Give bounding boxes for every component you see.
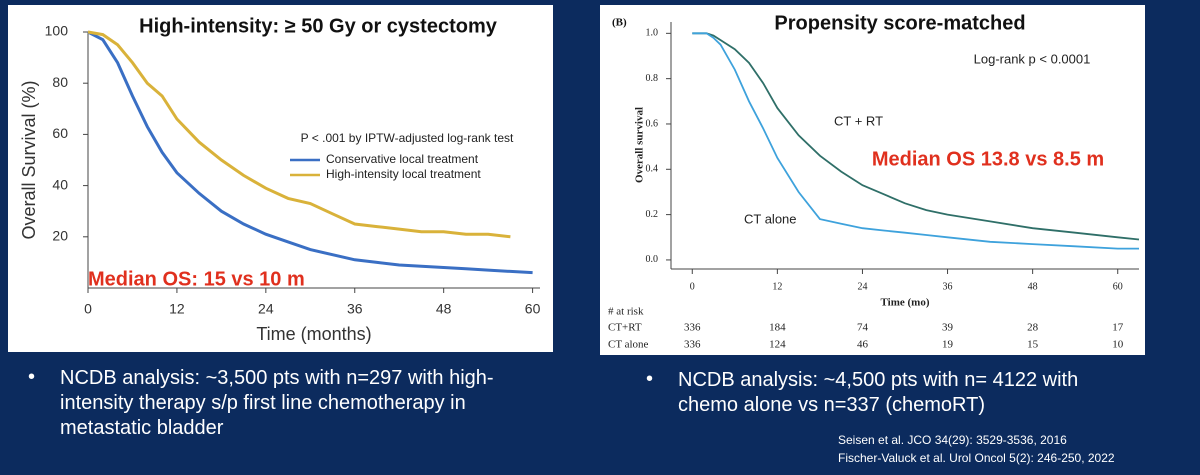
risk-table-title: # at risk bbox=[608, 306, 644, 318]
median-label: Median OS: 15 vs 10 m bbox=[88, 268, 305, 290]
chart: (B) Propensity score-matched Log-rank p … bbox=[600, 5, 1145, 355]
bullet-marker: • bbox=[28, 366, 36, 388]
x-tick-label: 36 bbox=[347, 301, 363, 317]
x-axis-label: Time (months) bbox=[256, 324, 371, 344]
y-tick-label: 0.6 bbox=[646, 118, 659, 129]
risk-count: 10 bbox=[1112, 339, 1124, 351]
y-tick-label: 40 bbox=[52, 176, 68, 192]
risk-count: 74 bbox=[857, 322, 869, 334]
x-tick-label: 24 bbox=[857, 281, 867, 292]
survival-curve bbox=[692, 32, 1140, 241]
survival-curve bbox=[87, 30, 511, 239]
median-label: Median OS 13.8 vs 8.5 m bbox=[872, 148, 1104, 170]
x-tick-label: 0 bbox=[84, 301, 92, 317]
y-axis-label: Overall survival bbox=[634, 107, 646, 183]
y-tick-label: 60 bbox=[52, 125, 68, 141]
panel-label: (B) bbox=[612, 17, 627, 29]
x-tick-label: 48 bbox=[436, 301, 452, 317]
y-tick-label: 1.0 bbox=[646, 28, 659, 39]
risk-count: 124 bbox=[769, 339, 786, 351]
risk-count: 46 bbox=[857, 339, 869, 351]
y-tick-label: 0.4 bbox=[646, 164, 659, 175]
chart: High-intensity: ≥ 50 Gy or cystectomy P … bbox=[8, 5, 553, 352]
y-tick-label: 0.2 bbox=[646, 209, 659, 220]
risk-row-name: CT+RT bbox=[608, 322, 642, 334]
x-tick-label: 12 bbox=[772, 281, 782, 292]
series-label: CT alone bbox=[744, 211, 797, 226]
survival-curve bbox=[87, 30, 533, 275]
x-tick-label: 24 bbox=[258, 301, 274, 317]
annotation: Log-rank p < 0.0001 bbox=[974, 51, 1091, 66]
risk-count: 184 bbox=[769, 322, 786, 334]
x-tick-label: 60 bbox=[1113, 281, 1123, 292]
bullet-marker: • bbox=[646, 368, 654, 390]
legend-label: High-intensity local treatment bbox=[326, 167, 481, 181]
survival-curve bbox=[692, 32, 1139, 250]
risk-row-name: CT alone bbox=[608, 339, 649, 351]
x-tick-label: 12 bbox=[169, 301, 185, 317]
y-tick-label: 0.0 bbox=[646, 254, 659, 265]
x-axis-label: Time (mo) bbox=[881, 297, 930, 309]
bullet: NCDB analysis: ~3,500 pts with n=297 wit… bbox=[60, 367, 494, 439]
risk-count: 17 bbox=[1112, 322, 1124, 334]
chart-title: High-intensity: ≥ 50 Gy or cystectomy bbox=[139, 15, 498, 37]
risk-count: 15 bbox=[1027, 339, 1039, 351]
x-tick-label: 60 bbox=[525, 301, 541, 317]
risk-count: 336 bbox=[684, 322, 701, 334]
citation: Seisen et al. JCO 34(29): 3529-3536, 201… bbox=[838, 433, 1067, 447]
risk-count: 19 bbox=[942, 339, 954, 351]
chart-title: Propensity score-matched bbox=[774, 12, 1025, 34]
risk-count: 39 bbox=[942, 322, 954, 334]
x-tick-label: 48 bbox=[1028, 281, 1038, 292]
bullet: NCDB analysis: ~4,500 pts with n= 4122 w… bbox=[678, 369, 1079, 416]
legend-label: Conservative local treatment bbox=[326, 152, 479, 166]
y-tick-label: 100 bbox=[45, 23, 69, 39]
x-tick-label: 36 bbox=[943, 281, 953, 292]
y-tick-label: 20 bbox=[52, 228, 68, 244]
annotation: P < .001 by IPTW-adjusted log-rank test bbox=[301, 131, 514, 145]
y-axis-label: Overall Survival (%) bbox=[19, 80, 39, 239]
risk-count: 28 bbox=[1027, 322, 1039, 334]
y-tick-label: 80 bbox=[52, 74, 68, 90]
risk-count: 336 bbox=[684, 339, 701, 351]
x-tick-label: 0 bbox=[690, 281, 695, 292]
citation: Fischer-Valuck et al. Urol Oncol 5(2): 2… bbox=[838, 451, 1115, 465]
y-tick-label: 0.8 bbox=[646, 73, 659, 84]
series-label: CT + RT bbox=[834, 113, 883, 128]
